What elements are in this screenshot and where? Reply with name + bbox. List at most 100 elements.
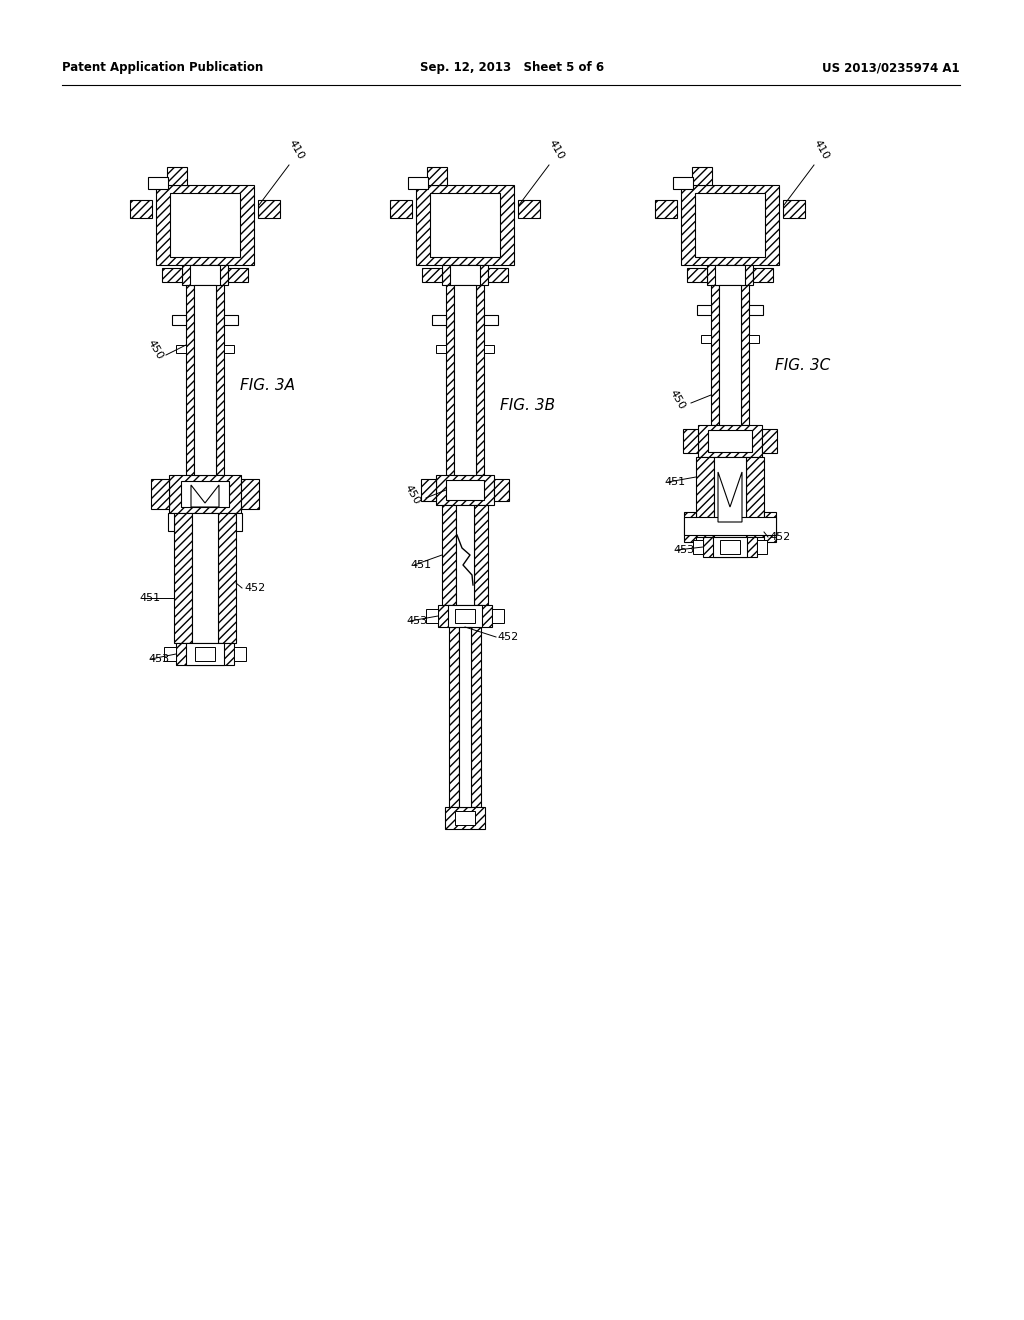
Bar (720, 540, 740, 554)
Bar (236, 513, 242, 531)
Bar (455, 810, 475, 825)
Bar (449, 627, 459, 807)
Bar (167, 168, 187, 185)
Bar (234, 647, 246, 661)
Bar (741, 285, 749, 425)
Bar (436, 345, 446, 352)
Bar (426, 609, 438, 623)
Text: 451: 451 (664, 477, 685, 487)
Bar (457, 510, 473, 550)
Bar (227, 193, 237, 257)
Bar (168, 513, 174, 531)
Polygon shape (191, 484, 219, 507)
Bar (173, 193, 183, 257)
Bar (459, 627, 471, 807)
Bar (181, 480, 229, 507)
Bar (783, 201, 805, 218)
Bar (708, 430, 752, 451)
Text: 410: 410 (287, 139, 306, 161)
Bar (172, 315, 186, 325)
Text: FIG. 3A: FIG. 3A (240, 378, 295, 392)
Bar (436, 475, 494, 506)
Bar (151, 479, 169, 510)
Bar (194, 285, 216, 475)
Bar (224, 345, 234, 352)
Bar (693, 540, 703, 554)
Bar (714, 457, 746, 537)
Bar (195, 647, 215, 661)
Bar (684, 512, 696, 543)
Bar (442, 506, 456, 605)
Text: 450: 450 (668, 388, 687, 412)
Bar (683, 429, 698, 453)
Bar (484, 315, 498, 325)
Bar (432, 315, 446, 325)
Bar (427, 168, 447, 185)
Bar (461, 632, 469, 803)
Bar (695, 193, 765, 257)
Bar (193, 513, 218, 643)
Bar (684, 517, 776, 535)
Bar (712, 433, 748, 449)
Bar (715, 265, 745, 285)
Bar (200, 193, 210, 257)
Text: 452: 452 (497, 632, 518, 642)
Bar (446, 285, 454, 475)
Bar (422, 268, 442, 282)
Bar (445, 807, 485, 829)
Bar (698, 193, 708, 257)
Bar (757, 540, 767, 554)
Bar (749, 335, 759, 343)
Bar (687, 268, 707, 282)
Bar (696, 457, 714, 537)
Text: FIG. 3C: FIG. 3C (775, 358, 830, 372)
Bar (707, 265, 753, 285)
Bar (390, 201, 412, 218)
Bar (454, 285, 476, 475)
Bar (421, 479, 436, 502)
Bar (442, 265, 488, 285)
Bar (484, 345, 494, 352)
Bar (446, 480, 484, 500)
Bar (218, 513, 236, 643)
Bar (456, 506, 474, 605)
Bar (701, 335, 711, 343)
Bar (681, 185, 779, 265)
Bar (258, 201, 280, 218)
Bar (438, 605, 492, 627)
Text: 453: 453 (406, 616, 427, 626)
Text: 410: 410 (812, 139, 831, 161)
Bar (471, 627, 481, 807)
Bar (488, 268, 508, 282)
Bar (186, 643, 224, 665)
Bar (224, 315, 238, 325)
Bar (460, 193, 470, 257)
Bar (416, 185, 514, 265)
Bar (174, 513, 193, 643)
Text: Patent Application Publication: Patent Application Publication (62, 62, 263, 74)
Text: FIG. 3B: FIG. 3B (500, 397, 555, 412)
Bar (487, 193, 497, 257)
Text: 453: 453 (673, 545, 694, 554)
Bar (228, 268, 248, 282)
Polygon shape (718, 473, 742, 521)
Bar (162, 268, 182, 282)
Bar (201, 290, 209, 470)
Bar (762, 429, 777, 453)
Bar (492, 609, 504, 623)
Bar (673, 177, 693, 189)
Bar (170, 193, 240, 257)
Bar (726, 290, 734, 420)
Bar (200, 521, 210, 635)
Text: 450: 450 (403, 483, 422, 507)
Bar (176, 643, 234, 665)
Bar (433, 193, 443, 257)
Text: 450: 450 (146, 338, 165, 362)
Bar (476, 285, 484, 475)
Bar (450, 265, 480, 285)
Bar (725, 193, 735, 257)
Bar (703, 537, 757, 557)
Text: 410: 410 (547, 139, 566, 161)
Bar (216, 285, 224, 475)
Bar (182, 265, 228, 285)
